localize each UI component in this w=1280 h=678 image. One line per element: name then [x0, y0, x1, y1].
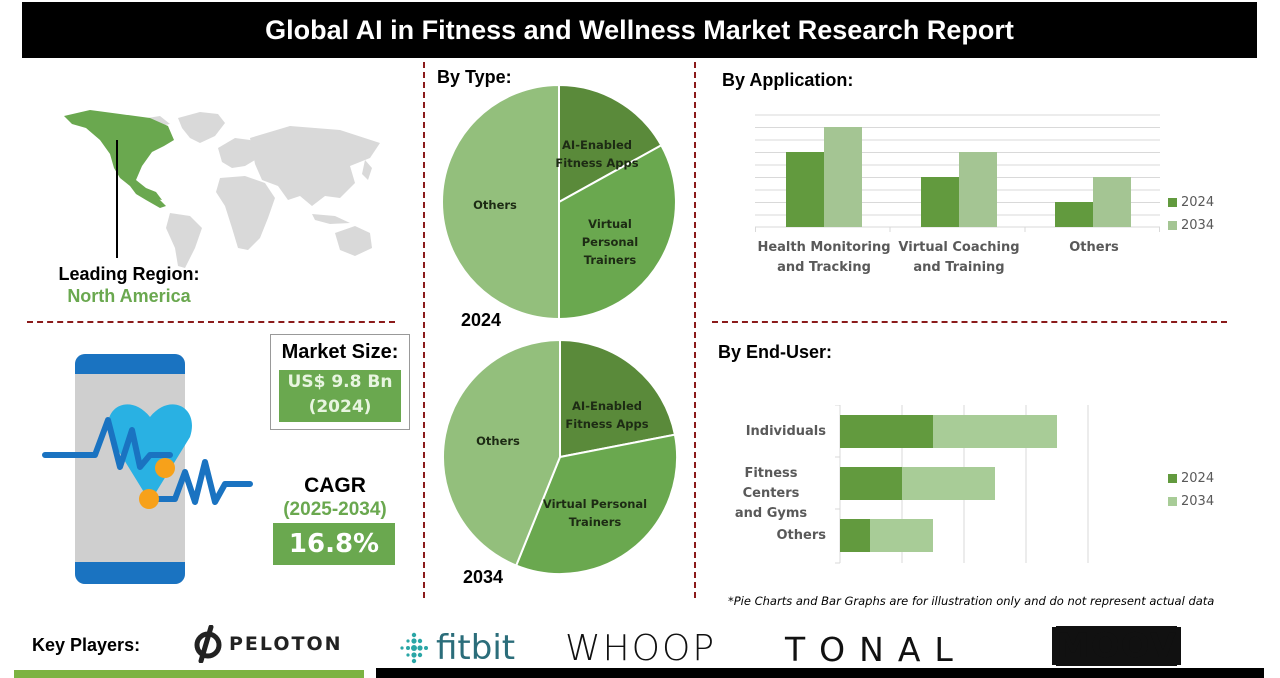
logo-whoop: WHOOP [565, 628, 717, 669]
world-map-icon [50, 88, 390, 268]
footer-accent-black [376, 668, 1264, 678]
cagr-years: (2025-2034) [283, 499, 387, 520]
cagr-value: 16.8% [273, 523, 395, 565]
legend-item-2024: 2024 [1168, 471, 1214, 486]
enduser-axis-label-individuals: Individuals [745, 424, 826, 439]
pie-2034-label-virtual-trainers: Virtual Personal Trainers [542, 497, 648, 529]
pie-2024-label-virtual-trainers: Virtual Personal Trainers [581, 217, 639, 267]
end-user-bar-chart [830, 404, 1100, 565]
by-type-title: By Type: [437, 67, 512, 87]
divider-right-horizontal [712, 321, 1227, 323]
logo-moov: MOOV [1052, 626, 1182, 666]
market-size-amount: US$ 9.8 Bn [287, 372, 393, 392]
leading-region-label: Leading Region: [58, 264, 200, 284]
enduser-axis-label-others: Others [776, 528, 827, 543]
legend-item-2034: 2034 [1168, 494, 1214, 509]
legend-swatch-2034 [1168, 221, 1177, 230]
leading-region-value: North America [67, 286, 191, 306]
legend-swatch-2034 [1168, 497, 1177, 506]
page-title: Global AI in Fitness and Wellness Market… [22, 2, 1257, 58]
logo-fitbit: fitbit [398, 628, 515, 668]
pie-2024-label-others: Others [473, 198, 517, 212]
pie-chart-2034 [441, 338, 679, 576]
fitbit-logo-icon [400, 632, 428, 664]
end-user-legend: 2024 2034 [1168, 471, 1214, 509]
divider-right [694, 62, 696, 598]
pie-2034-year: 2034 [463, 567, 504, 587]
disclaimer-note: *Pie Charts and Bar Graphs are for illus… [728, 594, 1215, 608]
pie-2024-label-ai-apps: AI-Enabled Fitness Apps [555, 138, 639, 170]
logo-tonal: TONAL [785, 630, 967, 669]
pie-chart-2024 [440, 83, 678, 321]
application-bar-chart [755, 113, 1165, 233]
enduser-axis-label-fitness-centers: Fitness Centers and Gyms [734, 466, 808, 521]
smartphone-heart-pulse-icon [40, 352, 255, 587]
region-pointer-line [116, 140, 118, 258]
market-size-year: (2024) [308, 397, 372, 417]
market-size-box: Market Size: US$ 9.8 Bn (2024) [270, 334, 410, 430]
by-application-title: By Application: [722, 70, 854, 90]
app-axis-label-others: Others [1069, 240, 1119, 255]
cagr-title: CAGR [304, 474, 366, 497]
pie-2034-label-others: Others [476, 434, 520, 448]
application-legend: 2024 2034 [1168, 195, 1214, 233]
footer-accent-green [14, 670, 364, 678]
legend-item-2024: 2024 [1168, 195, 1214, 210]
logo-peloton: PELOTON [193, 625, 343, 663]
app-axis-label-health: Health Monitoring and Tracking [757, 240, 891, 275]
pie-2034-label-ai-apps: AI-Enabled Fitness Apps [565, 399, 649, 431]
market-size-title: Market Size: [281, 341, 399, 363]
divider-left [423, 62, 425, 598]
market-size-value: US$ 9.8 Bn (2024) [279, 370, 401, 422]
by-end-user-title: By End-User: [718, 342, 833, 362]
pie-2024-year: 2024 [461, 310, 502, 330]
peloton-logo-icon [194, 625, 222, 663]
divider-left-horizontal [27, 321, 395, 323]
key-players-label: Key Players: [32, 635, 141, 655]
legend-swatch-2024 [1168, 198, 1177, 207]
legend-item-2034: 2034 [1168, 218, 1214, 233]
legend-swatch-2024 [1168, 474, 1177, 483]
app-axis-label-virtual: Virtual Coaching and Training [898, 240, 1020, 275]
